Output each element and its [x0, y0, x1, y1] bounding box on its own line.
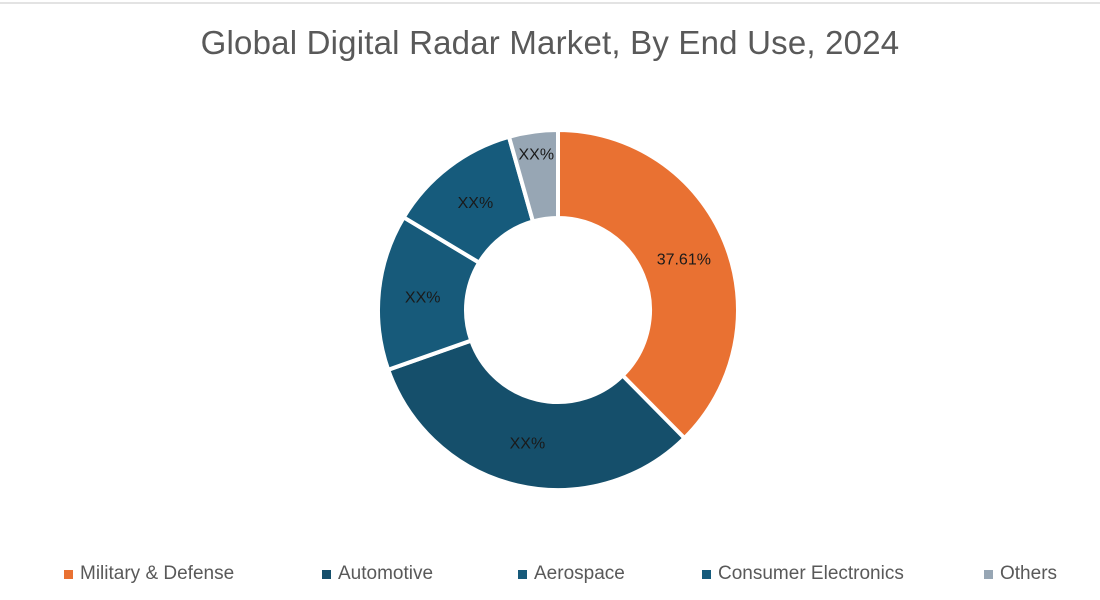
legend-swatch-icon — [702, 569, 711, 579]
legend-item-aerospace: Aerospace — [518, 563, 625, 585]
legend-label: Consumer Electronics — [718, 563, 904, 584]
legend-label: Automotive — [338, 563, 434, 584]
legend-item-military-defense: Military & Defense — [64, 563, 234, 585]
slice-data-label: XX% — [405, 289, 441, 306]
chart-legend: Military & Defense Automotive Aerospace Con… — [0, 563, 1100, 589]
legend-swatch-icon — [518, 569, 527, 579]
slice-data-label: XX% — [518, 147, 554, 164]
donut-slice-military-defense — [556, 127, 740, 441]
top-divider — [0, 2, 1100, 4]
legend-label: Military & Defense — [80, 563, 235, 584]
legend-swatch-icon — [64, 569, 73, 579]
slice-data-label: XX% — [510, 436, 546, 453]
legend-label: Aerospace — [534, 563, 625, 584]
slice-data-label: XX% — [458, 195, 494, 212]
legend-label: Others — [1000, 563, 1058, 584]
legend-item-consumer-electronics: Consumer Electronics — [702, 563, 904, 585]
donut-slice-automotive — [385, 338, 688, 492]
legend-swatch-icon — [322, 569, 331, 579]
slice-data-label: 37.61% — [657, 251, 711, 268]
donut-slice-others — [506, 127, 560, 224]
legend-swatch-icon — [984, 569, 993, 579]
legend-item-others: Others — [984, 563, 1057, 585]
chart-title: Global Digital Radar Market, By End Use,… — [200, 24, 900, 61]
legend-item-automotive: Automotive — [322, 563, 433, 585]
